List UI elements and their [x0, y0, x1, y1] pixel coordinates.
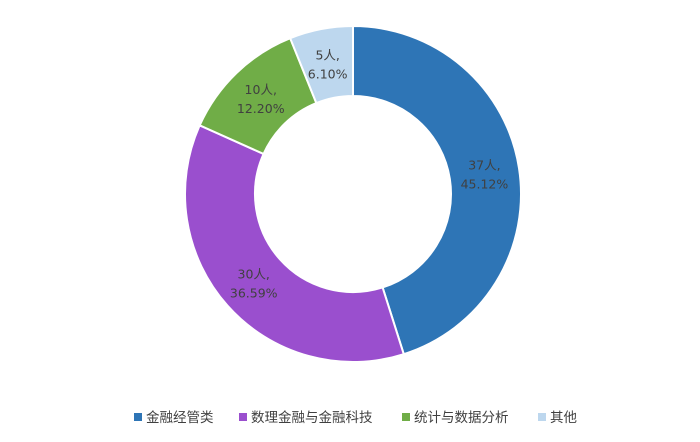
donut-slices [184, 24, 522, 363]
legend-item-1: 金融经管类 [134, 410, 214, 426]
legend-item-2: 数理金融与金融科技 [239, 410, 373, 426]
slice-4 [288, 24, 354, 105]
slice-count-label: 37人, [468, 158, 500, 173]
legend-label: 金融经管类 [146, 410, 214, 426]
legend-swatch [538, 413, 546, 421]
slice-percent-label: 45.12% [461, 177, 509, 192]
legend-swatch [239, 413, 247, 421]
slice-2 [184, 124, 406, 363]
slice-label-1: 37人, 45.12% [461, 158, 509, 192]
slice-percent-label: 12.20% [237, 101, 285, 116]
data-labels: 37人, 45.12% 30人, 36.59% 10人, 12.20% 5人, 6.10% [230, 47, 508, 300]
legend-swatch [134, 413, 142, 421]
slice-1 [352, 24, 522, 356]
legend-label: 数理金融与金融科技 [251, 410, 373, 426]
legend-label: 其他 [550, 410, 577, 426]
legend-item-3: 统计与数据分析 [402, 410, 509, 426]
legend-swatch [402, 413, 410, 421]
slice-count-label: 10人, [245, 82, 277, 97]
slice-count-label: 30人, [238, 267, 270, 282]
slice-label-2: 30人, 36.59% [230, 267, 278, 301]
legend-item-4: 其他 [538, 410, 577, 426]
legend: 金融经管类 数理金融与金融科技 统计与数据分析 其他 [134, 410, 577, 426]
slice-label-4: 5人, 6.10% [308, 47, 348, 81]
slice-percent-label: 6.10% [308, 66, 348, 81]
slice-count-label: 5人, [315, 47, 339, 62]
slice-label-3: 10人, 12.20% [237, 82, 285, 116]
legend-label: 统计与数据分析 [414, 410, 509, 426]
slice-percent-label: 36.59% [230, 286, 278, 301]
